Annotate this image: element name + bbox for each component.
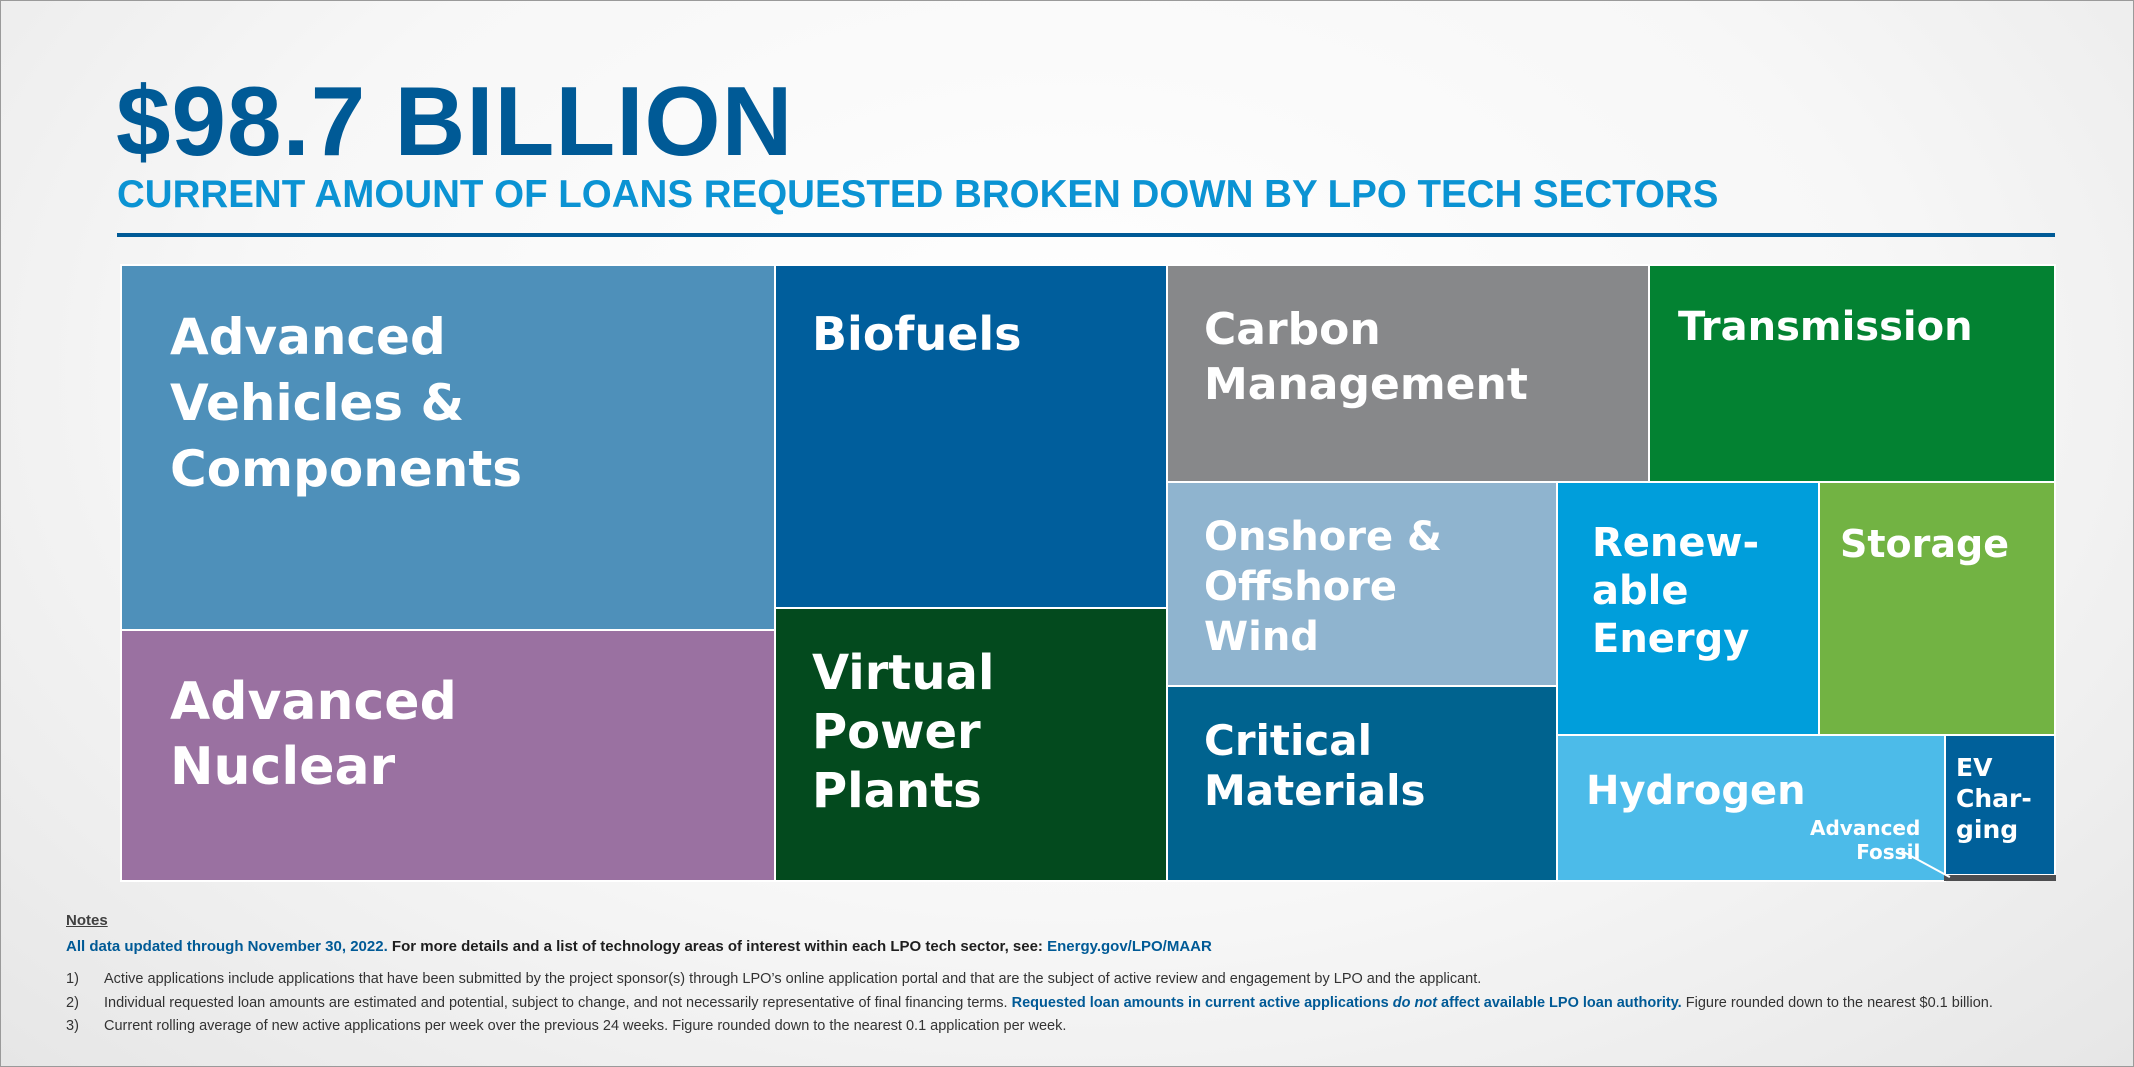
note-emphasis: Requested loan amounts in current active… [1011,995,1393,1011]
treemap-tile [1166,685,1558,882]
note-item: 3) Current rolling average of new active … [66,1018,1066,1034]
chart-subtitle: CURRENT AMOUNT OF LOANS REQUESTED BROKEN… [117,173,1719,216]
note-text-end: Figure rounded down to the nearest $0.1 … [1681,995,1993,1011]
treemap-tile-label: Advanced Vehicles & Components [170,308,523,498]
note-emphasis-italic: do not [1392,995,1438,1011]
treemap-tile-label: EV Char- ging [1956,753,2032,844]
note-number: 2) [66,995,79,1011]
treemap-tile [120,629,776,882]
treemap-tile-label: Carbon Management [1204,304,1528,410]
treemap-tile [1166,481,1558,687]
note-number: 1) [66,971,79,987]
note-item: 1) Active applications include applicatio… [66,971,1481,987]
notes-title: Notes [66,912,108,929]
note-number: 3) [66,1018,79,1034]
headline-total: $98.7 BILLION [116,66,794,176]
treemap-tile-label: Transmission [1678,304,1973,350]
note-text: Active applications include applications… [104,971,1482,987]
treemap-tile-label: Advanced Nuclear [170,672,457,797]
treemap-tile [1648,264,2056,483]
notes-intro-text: For more details and a list of technolog… [387,938,1048,955]
treemap-tile-label: Storage [1840,522,2009,566]
notes-updated-date: All data updated through November 30, 20… [66,938,388,955]
treemap-tile [1556,734,1946,882]
notes-intro: All data updated through November 30, 20… [66,938,1212,955]
treemap-chart: Advanced Vehicles & Components Advanced N… [120,264,2056,882]
treemap-tile [1944,734,2056,876]
note-text: Individual requested loan amounts are es… [104,995,1012,1011]
treemap-tile [774,607,1168,882]
treemap-tile-label: Hydrogen [1586,768,1806,814]
treemap-tile-label: Advanced Fossil [1810,816,1921,864]
treemap-tile-label: Virtual Power Plants [812,645,995,819]
note-item: 2) Individual requested loan amounts are … [66,995,1993,1011]
notes-link[interactable]: Energy.gov/LPO/MAAR [1047,938,1212,955]
title-divider [117,233,2055,237]
treemap-tile-label: Renew- able Energy [1592,520,1760,662]
note-emphasis-end: affect available LPO loan authority. [1437,995,1682,1011]
note-text: Current rolling average of new active ap… [104,1018,1067,1034]
treemap-tile [1818,481,2056,736]
treemap-tile-label: Critical Materials [1204,716,1426,815]
treemap-tile-label: Onshore & Offshore Wind [1204,514,1442,660]
treemap-tile [1166,264,1650,483]
treemap-tile [1556,481,1820,736]
treemap-tile [1944,875,2056,881]
treemap-tile-label: Biofuels [812,307,1022,361]
